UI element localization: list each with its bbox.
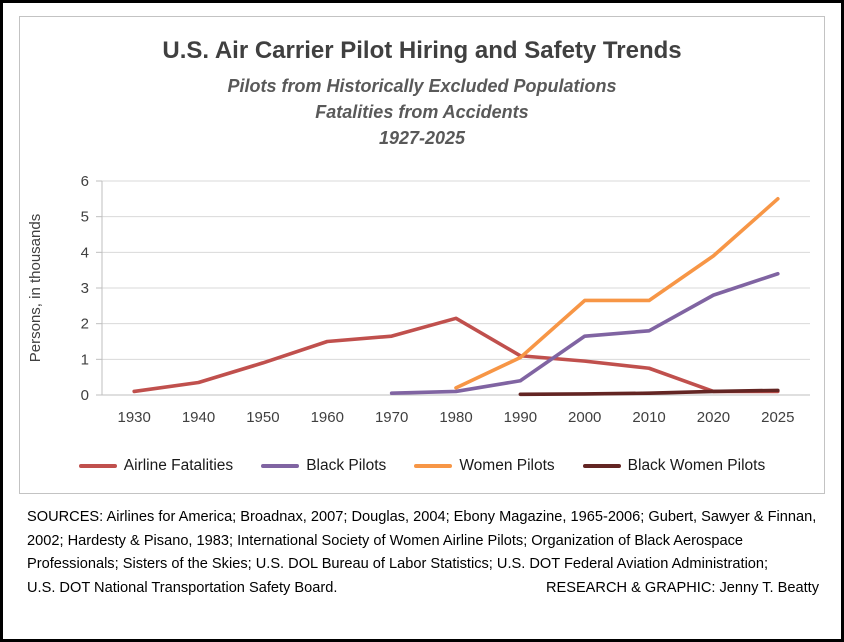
x-tick-label: 2000 (568, 409, 601, 426)
legend-swatch (261, 464, 300, 469)
legend-item: Women Pilots (414, 457, 555, 475)
chart-panel: U.S. Air Carrier Pilot Hiring and Safety… (19, 16, 825, 494)
chart-subtitle-1: Pilots from Historically Excluded Popula… (227, 76, 617, 96)
y-tick-label: 3 (81, 280, 89, 297)
x-tick-label: 2010 (632, 409, 665, 426)
y-tick-label: 1 (81, 352, 89, 369)
x-tick-label: 1960 (311, 409, 344, 426)
sources-line: SOURCES: Airlines for America; Broadnax,… (27, 509, 817, 525)
legend-swatch (78, 464, 117, 469)
sources-line: Professionals; Sisters of the Skies; U.S… (27, 556, 769, 573)
chart-legend: Airline Fatalities Black Pilots Women Pilo… (20, 457, 824, 475)
legend-item: Airline Fatalities (78, 457, 234, 475)
y-axis-title: Persons, in thousands (27, 214, 44, 362)
x-tick-label: 1980 (439, 409, 472, 426)
legend-label: Airline Fatalities (123, 457, 234, 475)
x-tick-label: 1990 (504, 409, 537, 426)
y-tick-label: 6 (81, 173, 89, 190)
x-tick-label: 1950 (246, 409, 279, 426)
chart-subtitle-3: 1927-2025 (378, 128, 466, 149)
x-tick-label: 1970 (375, 409, 408, 426)
series-line-women-pilots (454, 197, 780, 390)
y-tick-label: 0 (81, 387, 89, 404)
legend-item: Black Women Pilots (582, 457, 766, 475)
x-tick-label: 1940 (182, 409, 215, 426)
legend-swatch (414, 464, 453, 469)
legend-label: Black Women Pilots (627, 457, 766, 475)
x-tick-label: 2025 (761, 409, 794, 426)
legend-label: Women Pilots (459, 457, 555, 475)
sources-line: 2002; Hardesty & Pisano, 1983; Internati… (27, 532, 744, 549)
y-tick-label: 4 (81, 245, 89, 262)
series-line-black-pilots (389, 272, 780, 396)
chart-title: U.S. Air Carrier Pilot Hiring and Safety… (162, 37, 682, 64)
sources-line: U.S. DOT National Transportation Safety … (27, 579, 338, 596)
legend-item: Black Pilots (261, 457, 386, 475)
legend-label: Black Pilots (306, 457, 387, 475)
y-tick-label: 2 (81, 316, 89, 333)
series-line-black-women-pilots (518, 388, 780, 397)
legend-swatch (582, 464, 621, 469)
chart-svg: 0 1 2 3 4 5 6 1930 1940 1950 1960 1970 1980 1990 2000 2… (27, 173, 810, 426)
series-line-airline-fatalities (132, 316, 780, 394)
sources-block: SOURCES: Airlines for America; Broadnax,… (27, 506, 819, 601)
chart-subtitle-2: Fatalities from Accidents (315, 102, 529, 123)
credit-text: RESEARCH & GRAPHIC: Jenny T. Beatty (545, 579, 819, 596)
y-tick-label: 5 (81, 209, 89, 226)
x-tick-label: 1930 (117, 409, 150, 426)
x-tick-label: 2020 (697, 409, 730, 426)
